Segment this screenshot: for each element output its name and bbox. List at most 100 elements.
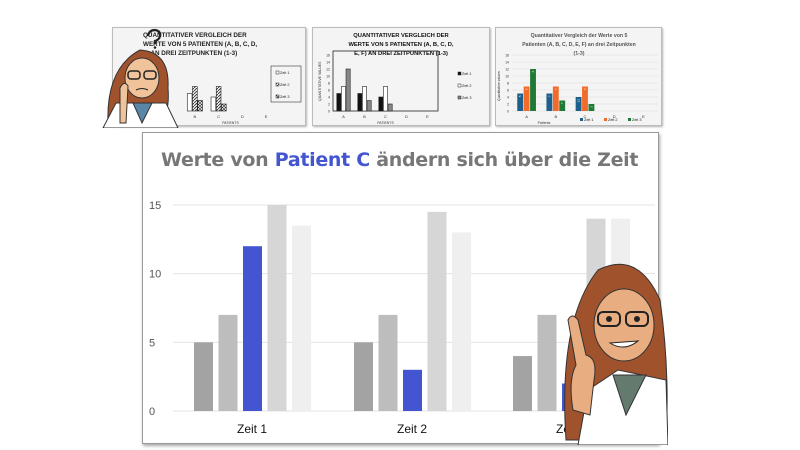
thumb-x-category: D bbox=[405, 114, 408, 119]
patterned-chart-svg: QUANTITATIVER VERGLEICH DER WERTE VON 5 P… bbox=[143, 32, 302, 125]
thumb-y-label: Quantitative values bbox=[497, 71, 501, 101]
bar bbox=[243, 246, 262, 411]
thumb-title-line: Quantitativer Vergleich der Werte von 5 bbox=[531, 33, 628, 39]
y-tick-label: 5 bbox=[149, 337, 155, 349]
thumb-y-tick: 6 bbox=[328, 89, 330, 93]
thumb-legend-label: Zeit 1 bbox=[280, 71, 290, 75]
thumb-legend-label: Zeit 3 bbox=[632, 118, 642, 122]
thumb-data-label: 3 bbox=[583, 88, 587, 90]
thumb-x-category: C bbox=[584, 114, 587, 119]
thumb-y-tick: 12 bbox=[326, 68, 330, 72]
thumb-bar bbox=[215, 86, 222, 112]
bar bbox=[218, 314, 238, 411]
title-part: Werte von bbox=[161, 149, 275, 171]
thumb-bar bbox=[530, 69, 536, 111]
title-part: ändern sich über die Zeit bbox=[369, 149, 639, 171]
thumb-legend-box bbox=[270, 65, 302, 103]
thumb-title-line: E, F) AN DREI ZEITPUNKTEN (1-3) bbox=[354, 51, 448, 57]
bar bbox=[194, 342, 213, 411]
question-mark-icon bbox=[146, 28, 162, 44]
thumb-y-tick: 4 bbox=[507, 96, 509, 100]
thumb-bar bbox=[378, 96, 384, 112]
thumb-y-tick: 2 bbox=[328, 103, 330, 107]
pointing-doctor-illustration bbox=[564, 263, 668, 445]
thumb-data-label: 7 bbox=[547, 95, 551, 97]
y-tick-label: 0 bbox=[149, 406, 155, 418]
thumb-x-category: E bbox=[265, 114, 268, 119]
thumb-data-label: 4 bbox=[531, 71, 535, 73]
x-category-label: Zeit 1 bbox=[237, 422, 267, 436]
thumb-bar bbox=[523, 86, 530, 111]
thumb-y-label: QUANTITATIVE VALUES bbox=[318, 61, 322, 101]
thumb-legend-swatch bbox=[275, 82, 280, 87]
bar bbox=[427, 211, 447, 411]
thumb-bar bbox=[336, 93, 342, 112]
thumb-title-line: WERTE VON 5 PATIENTEN (A, B, C, D, bbox=[348, 42, 453, 48]
thumb-y-tick: 4 bbox=[328, 96, 330, 100]
thumb-x-category: E bbox=[642, 114, 645, 119]
bar bbox=[513, 356, 532, 411]
thumb-x-label: Patients bbox=[538, 121, 551, 125]
thumb-legend-label: Zeit 3 bbox=[280, 95, 290, 99]
thumb-y-tick: 14 bbox=[505, 61, 509, 65]
thumb-legend-label: Zeit 2 bbox=[462, 84, 472, 88]
question-mark-dot-icon bbox=[153, 46, 157, 49]
thumb-title-line: (1-3) bbox=[574, 51, 585, 57]
thumb-bar bbox=[186, 93, 193, 112]
thumb-legend-swatch bbox=[275, 70, 280, 75]
thumb-bar bbox=[387, 103, 393, 112]
thumb-x-category: B bbox=[554, 114, 557, 119]
thumb-legend-swatch bbox=[628, 118, 631, 121]
thumb-title-line: QUANTITATIVER VERGLEICH DER bbox=[143, 32, 247, 39]
color-chart-svg: Quantitativer Vergleich der Werte von 5 P… bbox=[496, 28, 658, 125]
bar bbox=[378, 314, 398, 411]
thumb-data-label: 7 bbox=[560, 102, 564, 104]
thumb-bar bbox=[552, 86, 559, 111]
thumb-bar bbox=[559, 100, 566, 111]
thumb-title-line: QUANTITATIVER VERGLEICH DER bbox=[353, 33, 449, 39]
thumb-y-tick: 10 bbox=[505, 75, 509, 79]
thumb-data-label: 12 bbox=[577, 99, 581, 103]
thumb-x-category: C bbox=[217, 114, 220, 119]
bar bbox=[292, 225, 311, 411]
thumb-legend-label: Zeit 3 bbox=[462, 96, 472, 100]
thumb-x-label: PATIENTS bbox=[377, 121, 394, 125]
thumb-x-category: A bbox=[342, 114, 345, 119]
thumb-data-label: 5 bbox=[525, 88, 529, 90]
bar bbox=[354, 342, 373, 411]
thumb-bar bbox=[197, 100, 203, 112]
thumb-bar bbox=[582, 86, 588, 111]
thumb-bar bbox=[362, 86, 367, 112]
thumb-bar bbox=[588, 104, 595, 111]
thumb-x-category: A bbox=[525, 114, 528, 119]
thumb-bar bbox=[517, 93, 524, 111]
thumb-y-tick: 16 bbox=[505, 54, 509, 58]
thumb-title-line: F) AN DREI ZEITPUNKTEN (1-3) bbox=[143, 50, 237, 57]
bar bbox=[267, 205, 287, 411]
y-tick-label: 15 bbox=[149, 200, 161, 212]
bar bbox=[452, 232, 471, 411]
thumb-y-tick: 10 bbox=[326, 75, 330, 79]
thumb-legend-swatch bbox=[457, 95, 462, 100]
thumb-data-label: 2 bbox=[589, 106, 593, 108]
bar bbox=[403, 369, 422, 411]
thumb-y-tick: 16 bbox=[326, 54, 330, 58]
thumb-y-tick: 8 bbox=[328, 82, 330, 86]
thumb-y-tick: 0 bbox=[507, 110, 509, 114]
thumb-bar bbox=[546, 93, 553, 111]
thumb-x-category: B bbox=[194, 114, 197, 119]
thumb-y-tick: 8 bbox=[507, 82, 509, 86]
thumb-x-category: D bbox=[613, 114, 616, 119]
thumb-legend-label: Zeit 2 bbox=[608, 118, 618, 122]
thumb-bar bbox=[345, 68, 351, 112]
thumb-title-line: WERTE VON 5 PATIENTEN (A, B, C, D, bbox=[143, 41, 257, 48]
x-category-label: Zeit 2 bbox=[397, 422, 427, 436]
thumb-y-tick: 14 bbox=[326, 61, 330, 65]
thumbnail-color-chart: Quantitativer Vergleich der Werte von 5 P… bbox=[495, 27, 662, 126]
thumb-x-category: C bbox=[384, 114, 387, 119]
thumb-bar bbox=[575, 97, 582, 111]
thumb-legend-label: Zeit 2 bbox=[280, 83, 290, 87]
thumb-bar bbox=[366, 100, 372, 112]
thumb-y-tick: 12 bbox=[505, 68, 509, 72]
thumb-bar bbox=[210, 96, 217, 112]
